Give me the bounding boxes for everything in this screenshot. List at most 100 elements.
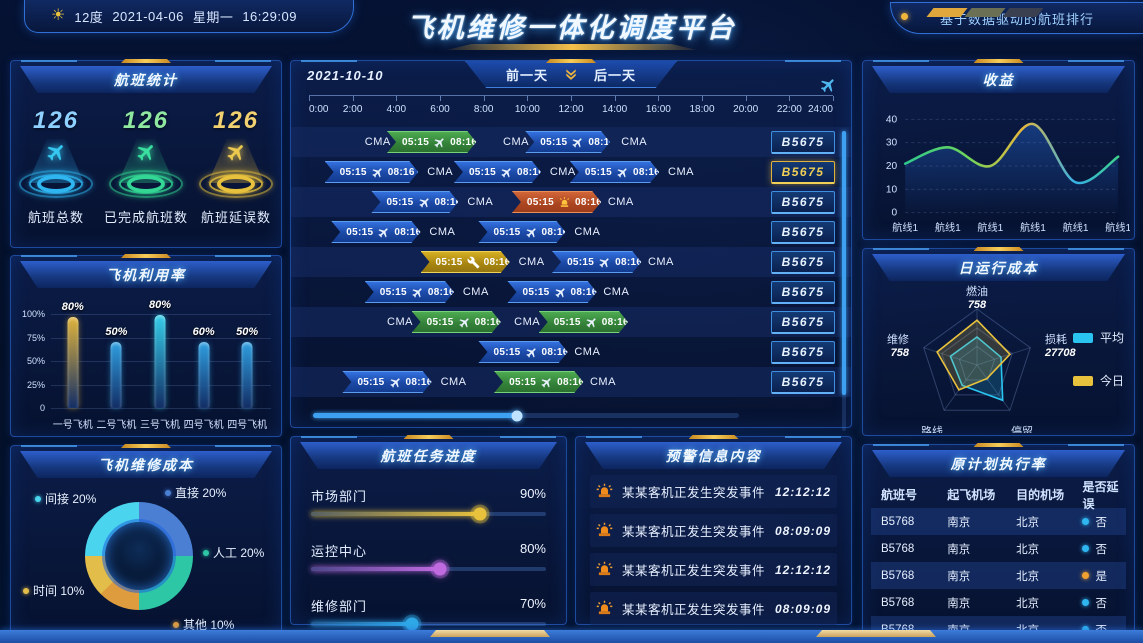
gantt-row: 05:15 08:16 CMA 05:15 08:16 CMA 05:15 08:16 CM… — [291, 157, 851, 187]
table-row[interactable]: B5768 南京 北京 否 — [871, 589, 1126, 616]
bar-category-label: 四号飞机 — [227, 420, 268, 431]
gantt-flight-bar[interactable]: 05:15 08:16 — [342, 371, 431, 393]
plane-icon — [554, 286, 567, 299]
stat-completed-flights: 126 已完成航班数 — [104, 107, 188, 261]
gantt-flight-bar[interactable]: 05:15 08:16 — [507, 281, 596, 303]
airline-code-label: CMA — [440, 376, 467, 388]
legend-label: 今日 — [1099, 374, 1124, 388]
gantt-flight-bar[interactable]: 05:15 08:16 — [478, 221, 565, 243]
progress-slider-track[interactable] — [311, 617, 546, 631]
gantt-flight-bar[interactable]: 05:15 08:16 — [325, 161, 419, 183]
plane-icon — [598, 256, 611, 269]
plane-icon — [540, 376, 553, 389]
prev-day-button[interactable]: 前一天 — [505, 67, 548, 83]
gantt-flight-bar[interactable]: 05:15 08:16 — [421, 251, 510, 273]
donut-slice-label: 直接 20% — [161, 484, 226, 501]
panel-title: 预警信息内容 — [585, 442, 842, 469]
bar-value-label: 80% — [61, 300, 84, 313]
table-row[interactable]: B5768 南京 北京 否 — [871, 535, 1126, 562]
alert-item[interactable]: 某某客机正发生突发事件 12:12:12 — [590, 553, 837, 586]
axis-tick-label: 4:00 — [386, 104, 407, 115]
radar-axis-label: 停留 — [1011, 424, 1033, 433]
gantt-flight-bar[interactable]: 05:15 08:16 — [570, 161, 659, 183]
panel-revenue: 收益 0 10 20 30 40 航线1 航线1 航线1 航线1 航线1 航线1 — [862, 60, 1135, 240]
donut-center — [105, 522, 173, 590]
gantt-flight-bar[interactable]: 05:15 08:16 — [478, 341, 567, 363]
footer-tab-decoration — [430, 630, 550, 637]
horizontal-scrollbar[interactable] — [313, 410, 739, 421]
plane-icon — [458, 316, 471, 329]
x-axis-label: 航线1 — [1105, 221, 1130, 234]
gantt-flight-bar[interactable]: 05:15 08:16 — [539, 311, 628, 333]
table-row[interactable]: B5768 南京 北京 否 — [871, 508, 1126, 535]
gantt-flight-bar[interactable]: 05:15 08:16 — [387, 131, 476, 153]
delay-status: 是 — [1072, 568, 1126, 584]
alert-item[interactable]: 某某客机正发生突发事件 08:09:09 — [590, 514, 837, 547]
maintenance-donut-chart: 直接 20% 人工 20% 其他 10% 时间 10% 间接 20% — [11, 478, 281, 633]
axis-tick — [571, 96, 572, 101]
gantt-flight-bar[interactable]: 05:15 08:16 — [454, 161, 541, 183]
airline-code-label: CMA — [607, 196, 634, 208]
progress-slider-knob[interactable] — [473, 507, 487, 521]
chevron-down-icon[interactable] — [564, 67, 578, 81]
plane-icon — [616, 166, 629, 179]
gantt-flight-bar[interactable]: 05:15 08:16 — [331, 221, 420, 243]
flight-number: B5768 — [881, 515, 915, 528]
progress-row: 维修部门 70% — [311, 596, 546, 634]
decorative-slash — [926, 8, 968, 17]
panel-flight-stats: 航班统计 126 航班总数 126 已完成航班数 — [10, 60, 282, 248]
x-axis-label: 航线1 — [935, 221, 961, 234]
plane-icon — [411, 286, 424, 299]
arrival-airport: 北京 — [1016, 543, 1040, 556]
utilization-bar[interactable] — [67, 316, 79, 408]
next-day-button[interactable]: 后一天 — [594, 67, 637, 83]
page-title: 飞机维修一体化调度平台 — [406, 13, 737, 43]
decorative-slash — [964, 8, 1006, 17]
vertical-scrollbar[interactable] — [842, 131, 846, 431]
plane-icon — [389, 376, 402, 389]
bar-category-label: 二号飞机 — [96, 420, 137, 431]
gantt-flight-bar[interactable]: 05:15 08:16 — [412, 311, 501, 333]
utilization-bar[interactable] — [110, 342, 122, 408]
alert-item[interactable]: 某某客机正发生突发事件 08:09:09 — [590, 592, 837, 625]
panel-flight-schedule: 2021-10-10 前一天 后一天 0:00 2:00 4:00 6:00 8… — [290, 60, 852, 431]
flight-number-badge[interactable]: B5675 — [771, 281, 835, 304]
panel-title: 航班任务进度 — [300, 442, 557, 469]
delay-status: 否 — [1072, 514, 1126, 530]
alert-text: 某某客机正发生突发事件 — [622, 486, 766, 500]
table-row[interactable]: B5768 南京 北京 是 — [871, 562, 1126, 589]
utilization-bar[interactable] — [241, 342, 253, 408]
flight-number-badge[interactable]: B5675 — [771, 191, 835, 214]
bar-category-label: 一号飞机 — [52, 420, 93, 431]
flight-number-badge[interactable]: B5675 — [771, 371, 835, 394]
stat-label: 航班延误数 — [200, 210, 271, 225]
legend-swatch — [1072, 332, 1093, 343]
gantt-flight-bar[interactable]: 05:15 08:16 — [552, 251, 641, 273]
plane-icon — [371, 166, 384, 179]
bar-value-label: 60% — [192, 326, 215, 339]
gantt-flight-bar[interactable]: 05:15 08:16 — [512, 191, 601, 213]
gantt-flight-bar[interactable]: 05:15 08:16 — [494, 371, 583, 393]
progress-slider-track[interactable] — [311, 507, 546, 521]
gantt-flight-bar[interactable]: 05:15 08:16 — [525, 131, 610, 153]
progress-slider-track[interactable] — [311, 562, 546, 576]
flight-number-badge[interactable]: B5675 — [771, 221, 835, 244]
axis-tick-label: 0:00 — [309, 104, 329, 115]
alert-item[interactable]: 某某客机正发生突发事件 12:12:12 — [590, 475, 837, 508]
flight-number-badge[interactable]: B5675 — [771, 311, 835, 334]
utilization-bar[interactable] — [154, 314, 166, 408]
flight-number-badge[interactable]: B5675 — [771, 251, 835, 274]
progress-slider-knob[interactable] — [405, 617, 419, 631]
axis-tick — [658, 96, 660, 101]
gantt-flight-bar[interactable]: 05:15 08:16 — [371, 191, 458, 213]
utilization-bar[interactable] — [198, 342, 210, 408]
progress-slider-knob[interactable] — [433, 562, 447, 576]
arrival-airport: 北京 — [1016, 516, 1040, 529]
flight-number-badge[interactable]: B5675 — [771, 131, 835, 154]
scrollbar-knob[interactable] — [511, 410, 523, 421]
gantt-flight-bar[interactable]: 05:15 08:16 — [365, 281, 454, 303]
plane-icon — [130, 136, 161, 167]
flight-number-badge[interactable]: B5675 — [771, 161, 835, 184]
flight-number-badge[interactable]: B5675 — [771, 341, 835, 364]
